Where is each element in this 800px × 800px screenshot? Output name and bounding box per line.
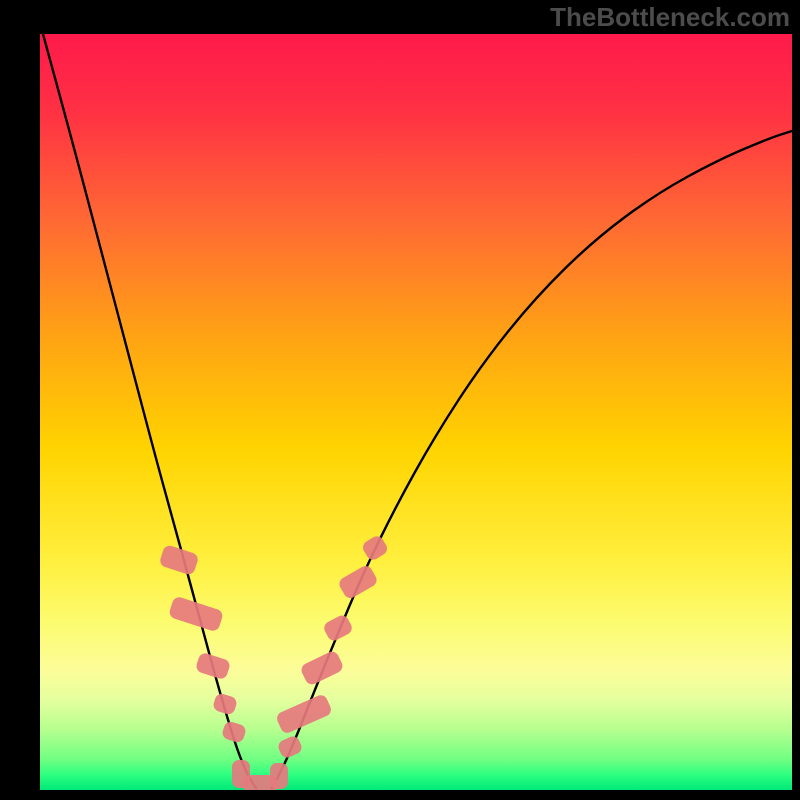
data-marker [299, 649, 345, 686]
curve-overlay [40, 34, 792, 790]
data-marker [337, 563, 379, 600]
data-marker [275, 693, 333, 735]
curve-right-branch [272, 131, 792, 788]
plot-area [40, 34, 792, 790]
chart-container: TheBottleneck.com [0, 0, 800, 800]
data-marker [158, 544, 199, 576]
data-marker [221, 720, 247, 744]
data-marker [212, 692, 238, 716]
data-marker [276, 734, 303, 759]
data-marker [270, 763, 288, 789]
data-marker [322, 613, 354, 643]
data-marker [195, 652, 232, 681]
watermark-text: TheBottleneck.com [550, 2, 790, 33]
data-marker [360, 534, 389, 563]
